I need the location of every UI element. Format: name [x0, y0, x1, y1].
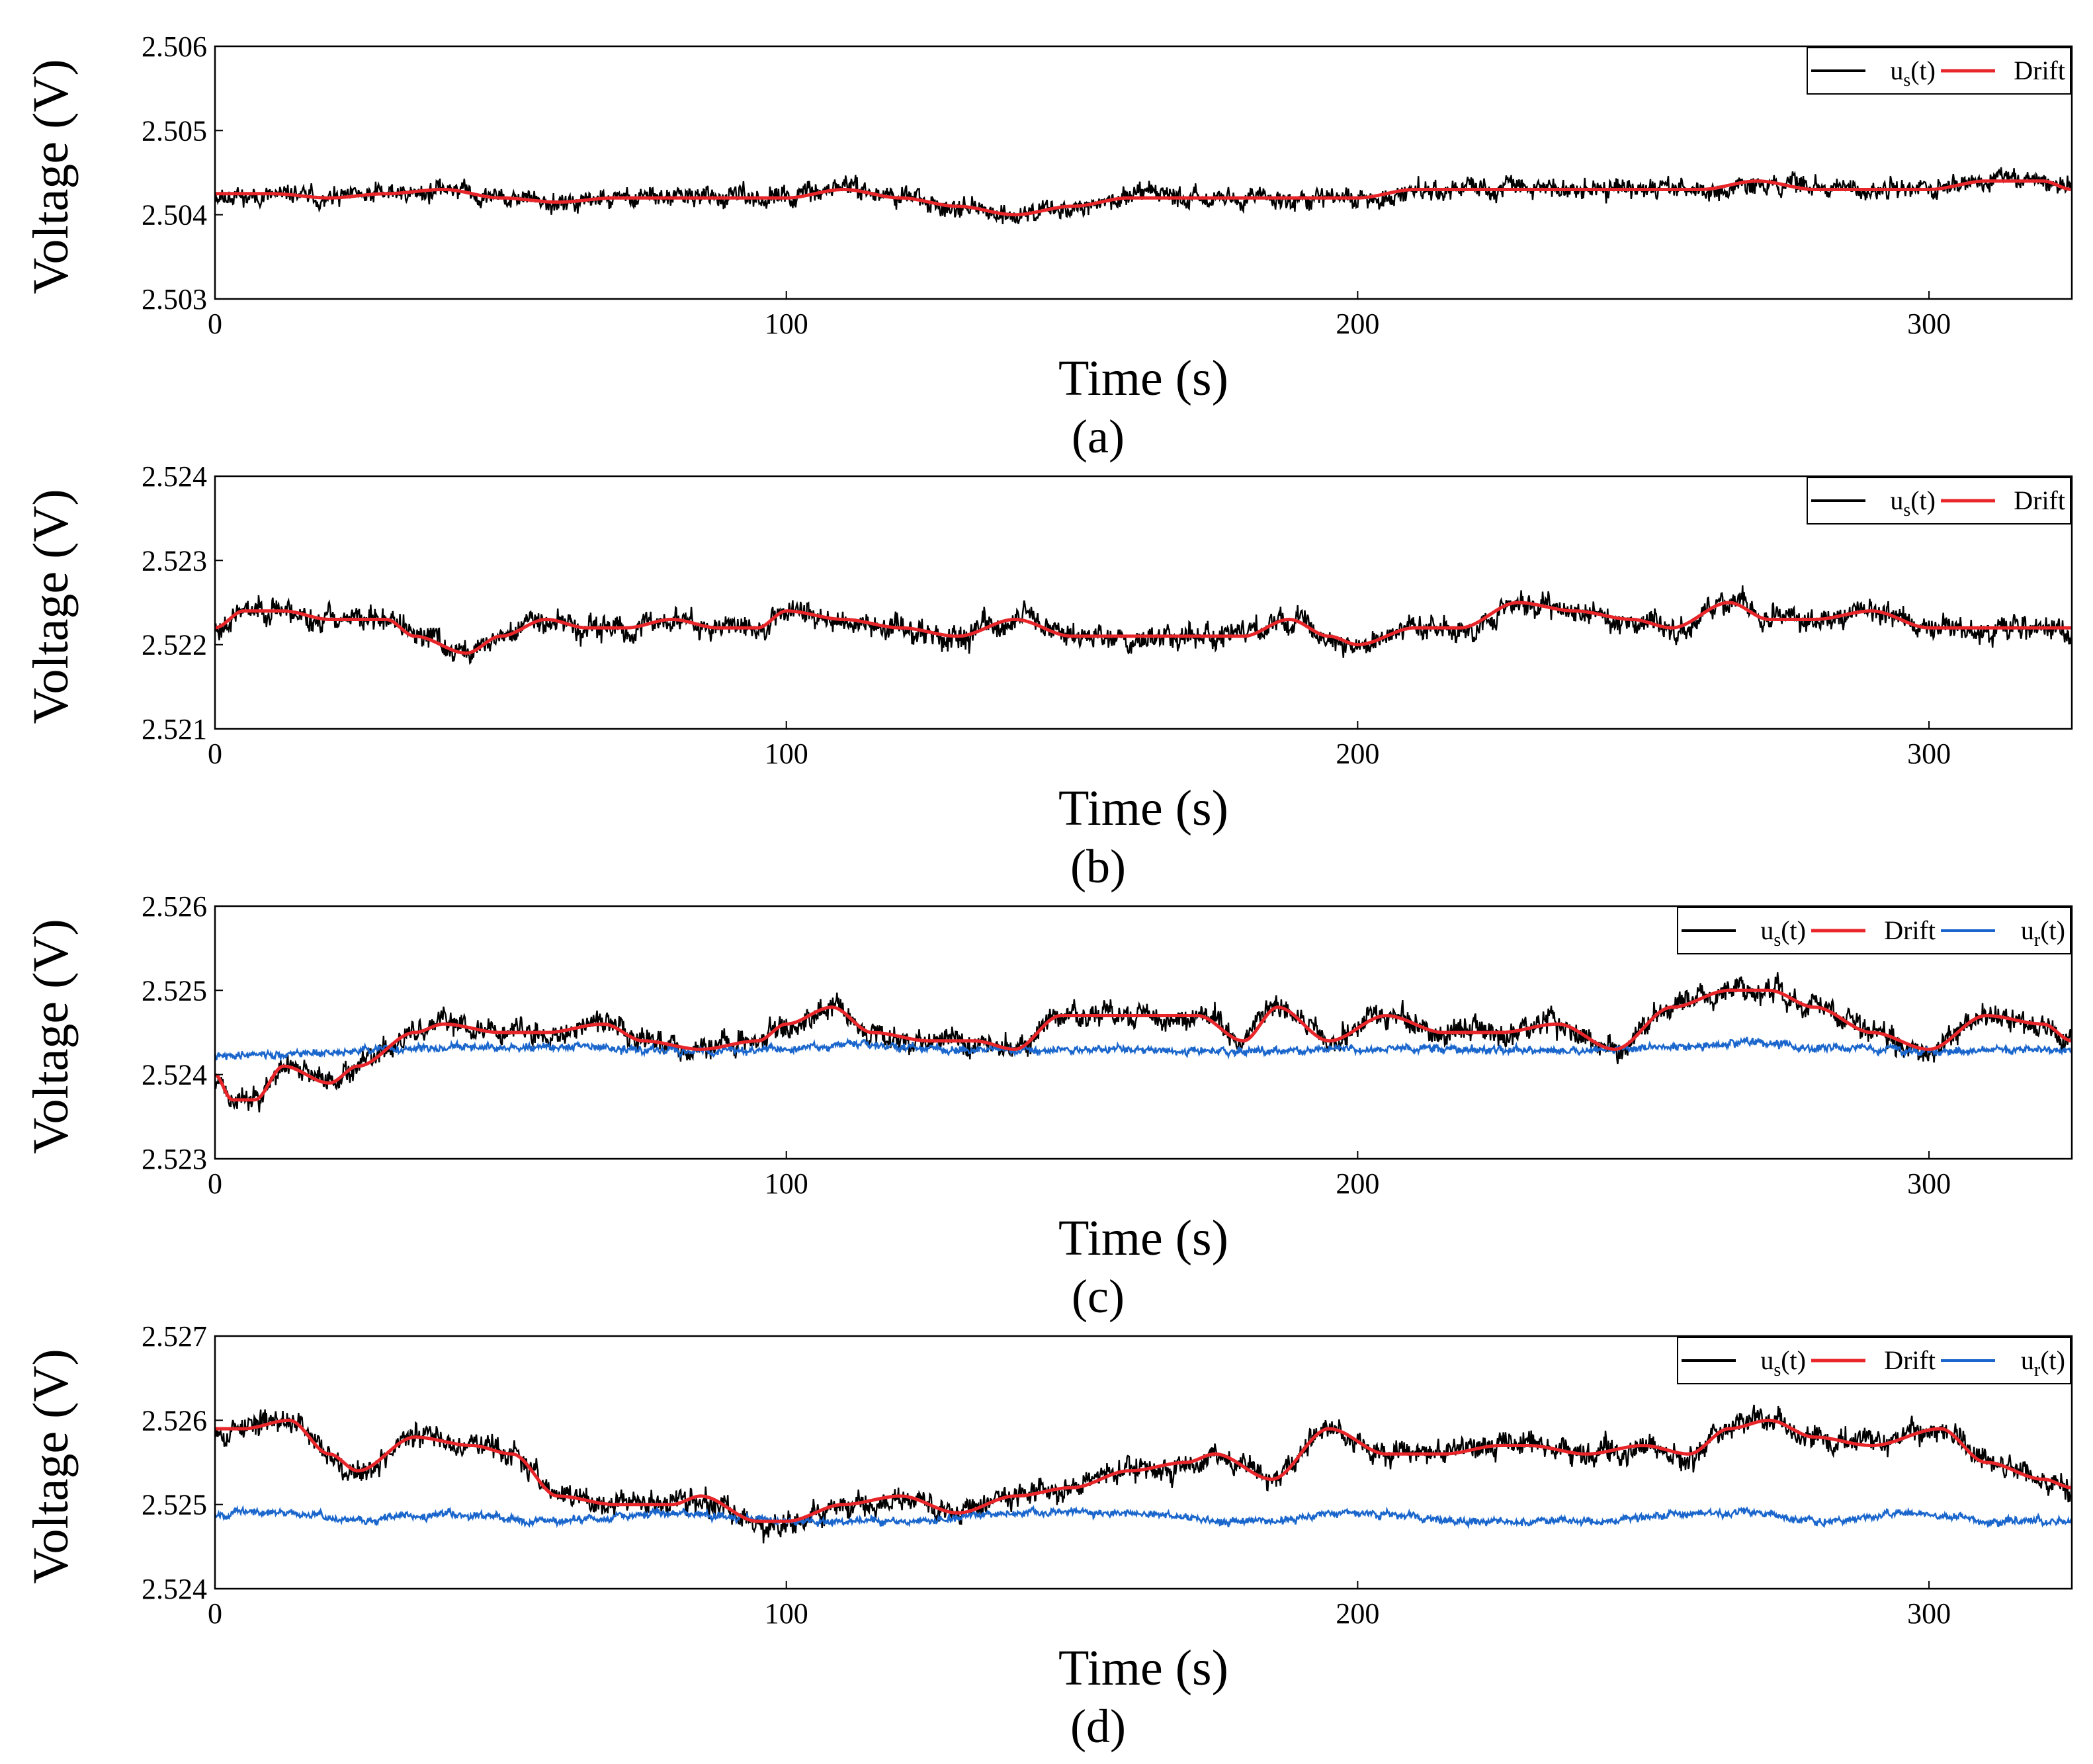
- legend: us(t) Drift: [1807, 47, 2071, 95]
- plot-frame: [214, 1335, 2073, 1590]
- panel-label: (b): [1070, 840, 1126, 893]
- x-tick-label: 200: [1336, 1597, 1379, 1630]
- series-line-drift: [215, 179, 2072, 217]
- x-tick-label: 100: [765, 308, 808, 340]
- y-tick-label: 2.523: [142, 544, 207, 577]
- y-tick-label: 2.525: [142, 974, 207, 1007]
- plot-frame: [214, 475, 2073, 730]
- x-tick-label: 100: [765, 1167, 808, 1200]
- y-axis-label: Voltage (V): [23, 1349, 79, 1583]
- x-tick-label: 0: [208, 1597, 222, 1630]
- y-tick-label: 2.504: [142, 199, 207, 231]
- series-line-urt: [215, 1036, 2072, 1062]
- y-tick-label: 2.526: [142, 890, 207, 923]
- legend-label: Drift: [1884, 915, 1936, 945]
- y-axis-label: Voltage (V): [23, 919, 79, 1154]
- plot-frame: [214, 905, 2073, 1160]
- y-tick-label: 2.506: [142, 30, 207, 63]
- series-line-ust: [215, 1404, 2072, 1544]
- series-line-drift: [215, 988, 2072, 1102]
- series-line-urt: [215, 1505, 2072, 1530]
- legend: us(t) Drift: [1807, 477, 2071, 525]
- legend-label: ur(t): [2021, 1345, 2065, 1380]
- series-line-ust: [215, 972, 2072, 1113]
- panel-label: (d): [1070, 1700, 1126, 1753]
- x-tick-label: 300: [1907, 1597, 1951, 1630]
- y-axis-label: Voltage (V): [23, 59, 79, 294]
- y-tick-label: 2.524: [142, 1059, 207, 1091]
- series-line-ust: [215, 167, 2072, 225]
- y-tick-label: 2.525: [142, 1489, 207, 1521]
- panel-label: (a): [1072, 410, 1125, 463]
- x-tick-label: 200: [1336, 737, 1379, 770]
- series-line-drift: [215, 1418, 2072, 1523]
- x-tick-label: 300: [1907, 308, 1951, 340]
- y-tick-label: 2.524: [142, 460, 207, 493]
- legend-box: [1677, 907, 2071, 954]
- x-tick-label: 300: [1907, 1167, 1951, 1200]
- panel-label: (c): [1072, 1270, 1125, 1323]
- x-tick-label: 200: [1336, 308, 1379, 340]
- series-line-ust: [215, 585, 2072, 665]
- x-tick-label: 0: [208, 737, 222, 770]
- legend: us(t) Drift ur(t): [1677, 907, 2071, 954]
- x-axis-label: Time (s): [1058, 780, 1228, 836]
- x-axis-label: Time (s): [1058, 1640, 1228, 1696]
- legend-label: ur(t): [2021, 915, 2065, 950]
- legend-box: [1677, 1337, 2071, 1384]
- legend-label: Drift: [1884, 1345, 1936, 1375]
- x-axis-label: Time (s): [1058, 351, 1228, 406]
- legend-label: us(t): [1760, 915, 1806, 950]
- legend-label: Drift: [2014, 56, 2065, 85]
- chart-panel-b: 2.521 2.522 2.523 2.524 0 100 200 300 Time (s) Vo…: [23, 460, 2073, 893]
- x-tick-label: 0: [208, 1167, 222, 1200]
- chart-panel-a: 2.503 2.504 2.505 2.506 0 100 200 300 Time (s) Vo…: [23, 30, 2073, 463]
- y-tick-label: 2.526: [142, 1404, 207, 1437]
- chart-panel-d: 2.524 2.525 2.526 2.527 0 100 200 300 Time (s) Vo…: [23, 1320, 2073, 1753]
- x-tick-label: 100: [765, 1597, 808, 1630]
- y-tick-label: 2.503: [142, 283, 207, 315]
- legend: us(t) Drift ur(t): [1677, 1337, 2071, 1384]
- series-line-drift: [215, 601, 2072, 655]
- legend-label: us(t): [1760, 1345, 1806, 1380]
- legend-label: us(t): [1890, 485, 1936, 521]
- legend-label: Drift: [2014, 485, 2065, 515]
- y-tick-label: 2.522: [142, 629, 207, 661]
- y-axis-label: Voltage (V): [23, 489, 79, 724]
- y-tick-label: 2.523: [142, 1143, 207, 1175]
- x-tick-label: 100: [765, 737, 808, 770]
- plot-frame: [214, 45, 2073, 300]
- chart-panel-c: 2.523 2.524 2.525 2.526 0 100 200 300 Time (s) Vo…: [23, 890, 2073, 1323]
- y-tick-label: 2.527: [142, 1320, 207, 1353]
- y-tick-label: 2.521: [142, 713, 207, 745]
- x-tick-label: 200: [1336, 1167, 1379, 1200]
- x-tick-label: 0: [208, 308, 222, 340]
- legend-label: us(t): [1890, 56, 1936, 91]
- x-tick-label: 300: [1907, 737, 1951, 770]
- y-tick-label: 2.524: [142, 1573, 207, 1605]
- x-axis-label: Time (s): [1058, 1210, 1228, 1266]
- y-tick-label: 2.505: [142, 114, 207, 147]
